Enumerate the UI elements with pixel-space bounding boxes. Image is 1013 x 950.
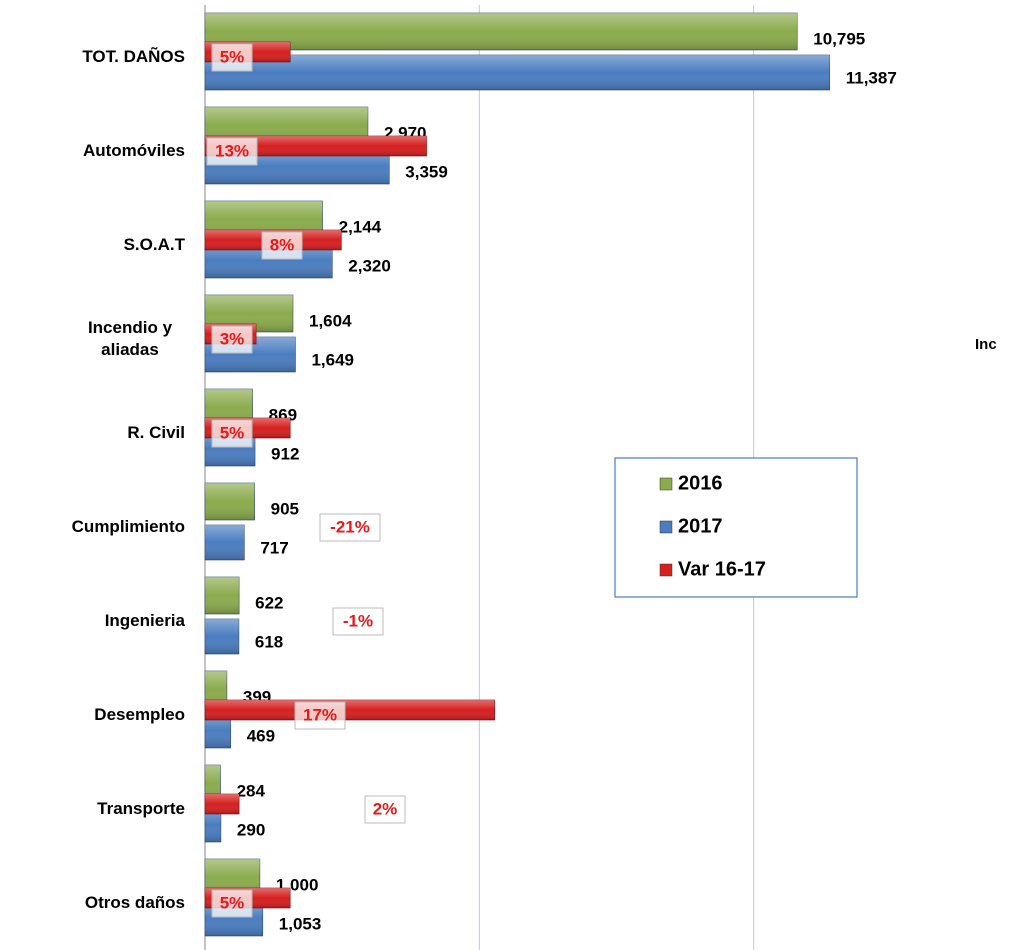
value-label: 290: [237, 820, 265, 839]
value-label: 1,604: [309, 311, 352, 330]
bar-shade: [205, 807, 221, 842]
value-label: 1,053: [279, 914, 322, 933]
var-label: 2%: [373, 799, 398, 818]
var-bar-shade: [205, 794, 240, 814]
var-label-box: [294, 701, 346, 730]
var-label-box: [211, 43, 253, 72]
value-label: 284: [237, 781, 266, 800]
category-label: Cumplimiento: [71, 517, 185, 536]
value-label: 2,320: [348, 256, 391, 275]
var-label-box: [364, 795, 406, 824]
bar-shade: [205, 671, 227, 708]
category-label: TOT. DAÑOS: [82, 47, 185, 66]
category-label: Otros daños: [84, 893, 185, 912]
category-label: Transporte: [97, 799, 185, 818]
var-label: 13%: [215, 141, 249, 160]
legend-label: 2016: [678, 472, 723, 494]
var-label: -1%: [343, 611, 373, 630]
var-label-box: [261, 231, 303, 260]
bar-shade: [205, 525, 245, 560]
var-label: 5%: [220, 423, 245, 442]
var-label-box: [206, 137, 258, 166]
value-label: 905: [271, 499, 299, 518]
value-label: 618: [255, 632, 283, 651]
var-label: 5%: [220, 47, 245, 66]
var-label-box: [332, 607, 384, 636]
value-label: 622: [255, 593, 283, 612]
value-label: 1,649: [311, 350, 354, 369]
legend-label: 2017: [678, 515, 723, 537]
bar-shade: [205, 765, 221, 802]
value-label: 2,144: [339, 217, 382, 236]
legend-swatch: [659, 563, 673, 577]
var-bar-shade: [205, 136, 427, 156]
category-label: Desempleo: [94, 705, 185, 724]
value-label: 10,795: [813, 29, 865, 48]
bar-shade: [205, 619, 239, 654]
category-label: R. Civil: [127, 423, 185, 442]
legend-swatch: [659, 520, 673, 534]
var-label: 3%: [220, 329, 245, 348]
value-label: 717: [260, 538, 288, 557]
var-label-box: [211, 325, 253, 354]
value-label: 11,387: [846, 68, 897, 87]
value-label: 912: [271, 444, 299, 463]
var-label-box: [211, 419, 253, 448]
value-label: 469: [247, 726, 275, 745]
category-label: Incendio y aliadas: [87, 318, 173, 359]
value-label: 3,359: [405, 162, 448, 181]
var-label: -21%: [330, 517, 370, 536]
var-label: 5%: [220, 893, 245, 912]
category-label: Ingenieria: [104, 611, 185, 630]
category-label: Automóviles: [82, 141, 185, 160]
category-label: S.O.A.T: [123, 235, 185, 254]
bar-shade: [205, 13, 798, 50]
annotation: Inc: [975, 336, 997, 353]
bar-shade: [205, 55, 830, 90]
var-label: 17%: [303, 705, 337, 724]
var-label-box: [211, 889, 253, 918]
legend-box: [614, 457, 858, 598]
legend-swatch: [659, 477, 673, 491]
legend-label: Var 16-17: [678, 558, 766, 580]
bar-shade: [205, 483, 255, 520]
var-bar-shade: [205, 700, 495, 720]
var-label-box: [319, 513, 381, 542]
var-label: 8%: [270, 235, 295, 254]
bar-shade: [205, 577, 240, 614]
